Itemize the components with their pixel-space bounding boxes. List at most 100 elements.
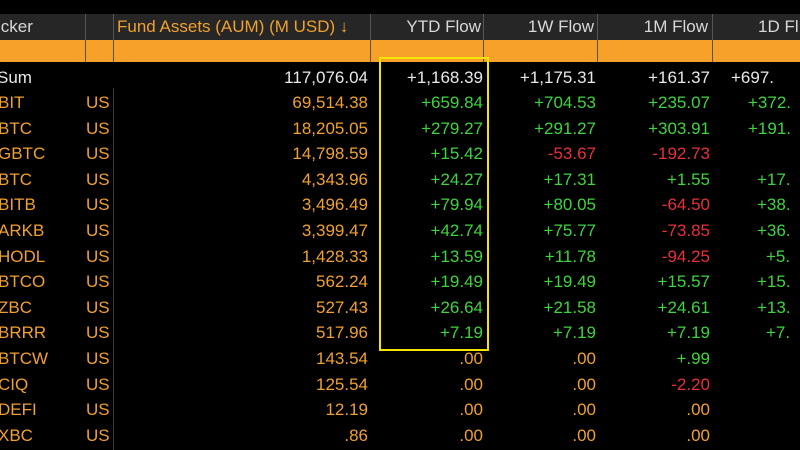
1w-flow-cell: +80.05 <box>543 195 596 215</box>
1m-flow-cell: -94.25 <box>661 246 710 266</box>
aum-cell: 4,343.96 <box>301 169 368 189</box>
table-row[interactable]: XBC US .86 .00 .00 .00 <box>0 423 800 448</box>
column-header-ytd-flow[interactable]: YTD Flow <box>406 17 481 36</box>
table-row[interactable]: CIQ US 125.54 .00 .00 -2.20 <box>0 372 800 397</box>
1w-flow-cell: .00 <box>572 374 596 394</box>
ticker-cell: XBC <box>0 425 33 445</box>
ticker-cell: BTC <box>0 118 32 138</box>
sum-1d: +697. <box>731 68 775 87</box>
1w-flow-cell: +17.31 <box>543 169 596 189</box>
aum-cell: 3,399.47 <box>301 221 368 240</box>
1w-flow-cell: .00 <box>572 400 596 420</box>
table-row[interactable]: HODL US 1,428.33 +13.59 +11.78 -94.25 +5. <box>0 244 800 269</box>
ytd-flow-cell: +659.84 <box>421 93 483 112</box>
divider <box>113 14 114 62</box>
sum-ytd: +1,168.39 <box>406 68 483 87</box>
1m-flow-cell: +1.55 <box>666 169 710 189</box>
1m-flow-cell: +.99 <box>676 349 710 368</box>
table-row[interactable]: GBTC US 14,798.59 +15.42 -53.67 -192.73 <box>0 141 800 166</box>
divider <box>370 14 371 62</box>
1w-flow-cell: .00 <box>572 349 596 368</box>
1d-flow-cell: +7. <box>766 323 791 343</box>
1m-flow-cell: -2.20 <box>671 374 710 394</box>
country-cell: US <box>86 297 110 317</box>
1w-flow-cell: +11.78 <box>544 246 596 266</box>
1m-flow-cell: .00 <box>686 400 710 420</box>
sum-label: Sum <box>0 68 32 87</box>
column-header-1w-flow[interactable]: 1W Flow <box>527 17 594 36</box>
ticker-cell: BTCO <box>0 272 46 292</box>
1m-flow-cell: +235.07 <box>648 93 710 112</box>
aum-cell: 14,798.59 <box>292 144 368 164</box>
ticker-cell: DEFI <box>0 400 37 420</box>
1w-flow-cell: +21.58 <box>543 297 596 317</box>
aum-cell: 3,496.49 <box>301 195 368 215</box>
table-row[interactable]: BITB US 3,496.49 +79.94 +80.05 -64.50 +38. <box>0 192 800 217</box>
country-cell: US <box>86 93 110 112</box>
ytd-flow-cell: .00 <box>459 349 483 368</box>
table-row[interactable]: ARKB US 3,399.47 +42.74 +75.77 -73.85 +36. <box>0 218 800 243</box>
aum-cell: 517.96 <box>316 323 368 343</box>
ytd-flow-cell: +42.74 <box>430 221 483 240</box>
table-row[interactable]: BRRR US 517.96 +7.19 +7.19 +7.19 +7. <box>0 320 800 345</box>
table-row[interactable]: DEFI US 12.19 .00 .00 .00 <box>0 397 800 422</box>
table-row[interactable]: BIT US 69,514.38 +659.84 +704.53 +235.07 +372. <box>0 90 800 115</box>
ytd-flow-cell: .00 <box>459 425 483 445</box>
header-accent-bar <box>0 40 800 62</box>
divider <box>113 88 114 450</box>
1w-flow-cell: +704.53 <box>534 93 596 112</box>
ticker-cell: ZBC <box>0 297 32 317</box>
column-header-1m-flow[interactable]: 1M Flow <box>643 17 708 36</box>
column-header-aum[interactable]: Fund Assets (AUM) (M USD) ↓ <box>117 17 349 36</box>
1w-flow-cell: +7.19 <box>552 323 596 343</box>
table-row[interactable]: BTCW US 143.54 .00 .00 +.99 <box>0 346 800 371</box>
aum-cell: 562.24 <box>316 272 368 292</box>
column-header-1d-flow[interactable]: 1D Fl <box>758 17 799 36</box>
divider <box>85 14 86 62</box>
ticker-cell: BITB <box>0 195 36 215</box>
1d-flow-cell: +15. <box>757 272 791 292</box>
1w-flow-cell: +75.77 <box>543 221 596 240</box>
ticker-cell: HODL <box>0 246 46 266</box>
1m-flow-cell: +24.61 <box>657 297 710 317</box>
sum-row[interactable]: Sum 117,076.04 +1,168.39 +1,175.31 +161.… <box>0 65 800 90</box>
1m-flow-cell: -192.73 <box>652 144 710 164</box>
ticker-cell: GBTC <box>0 144 46 164</box>
aum-cell: 527.43 <box>316 297 368 317</box>
table-row[interactable]: BTC US 18,205.05 +279.27 +291.27 +303.91 +191. <box>0 116 800 141</box>
country-cell: US <box>86 195 110 215</box>
country-cell: US <box>86 425 110 445</box>
ytd-flow-cell: +279.27 <box>421 118 483 138</box>
country-cell: US <box>86 246 110 266</box>
country-cell: US <box>86 374 110 394</box>
1m-flow-cell: -73.85 <box>661 221 710 240</box>
divider <box>597 14 598 62</box>
ticker-cell: BTC <box>0 169 32 189</box>
table-header <box>0 14 800 40</box>
aum-cell: 69,514.38 <box>292 93 368 112</box>
country-cell: US <box>86 400 110 420</box>
country-cell: US <box>86 272 110 292</box>
1d-flow-cell: +38. <box>757 195 791 215</box>
table-row[interactable]: ZBC US 527.43 +26.64 +21.58 +24.61 +13. <box>0 295 800 320</box>
1d-flow-cell: +372. <box>748 93 792 112</box>
aum-cell: .86 <box>344 425 368 445</box>
table-row[interactable]: BTC US 4,343.96 +24.27 +17.31 +1.55 +17. <box>0 167 800 192</box>
ticker-cell: BTCW <box>0 349 49 368</box>
sum-aum: 117,076.04 <box>284 68 368 87</box>
country-cell: US <box>86 323 110 343</box>
aum-cell: 143.54 <box>316 349 368 368</box>
sum-1m: +161.37 <box>648 68 710 87</box>
table-row[interactable]: BTCO US 562.24 +19.49 +19.49 +15.57 +15. <box>0 269 800 294</box>
1m-flow-cell: +7.19 <box>666 323 710 343</box>
aum-cell: 1,428.33 <box>301 246 368 266</box>
ytd-flow-cell: +79.94 <box>430 195 483 215</box>
ytd-flow-cell: .00 <box>459 400 483 420</box>
column-header-ticker[interactable]: icker <box>0 17 33 36</box>
1w-flow-cell: .00 <box>572 425 596 445</box>
divider <box>483 14 484 62</box>
ytd-flow-cell: +26.64 <box>430 297 483 317</box>
ticker-cell: CIQ <box>0 374 29 394</box>
1m-flow-cell: +15.57 <box>657 272 710 292</box>
1m-flow-cell: .00 <box>686 425 710 445</box>
